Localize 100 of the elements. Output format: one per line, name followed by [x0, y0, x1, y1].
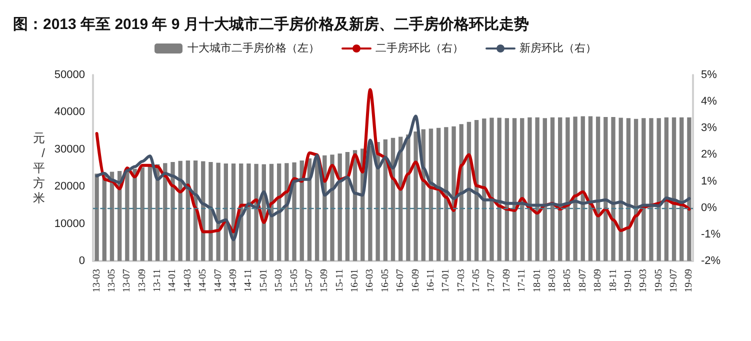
x-tick-label: 18-05	[562, 269, 574, 292]
bar	[672, 117, 676, 261]
bar	[452, 126, 456, 261]
bar	[634, 118, 638, 261]
x-tick-label: 16-11	[425, 269, 436, 292]
x-tick-label: 15-03	[274, 269, 285, 292]
bar	[132, 168, 137, 261]
bar	[596, 116, 600, 261]
x-tick-label: 19-07	[668, 269, 680, 292]
x-tick-label: 19-01	[622, 269, 634, 292]
legend-label: 二手房环比（右）	[376, 42, 464, 54]
bar	[414, 132, 418, 261]
x-tick-label: 17-01	[440, 269, 452, 292]
x-tick-label: 16-05	[380, 269, 391, 292]
bar	[618, 118, 623, 261]
y2-tick-label: 0%	[701, 202, 718, 214]
x-tick-label: 18-03	[546, 269, 558, 292]
bar	[664, 117, 669, 261]
bar	[649, 118, 654, 261]
x-tick-label: 13-09	[136, 269, 148, 292]
bar	[542, 118, 547, 261]
legend-label: 新房环比（右）	[520, 42, 596, 54]
x-tick-label: 14-11	[243, 269, 254, 292]
bar	[368, 146, 372, 261]
x-tick-label: 17-07	[486, 269, 498, 292]
bar	[140, 167, 144, 261]
x-tick-label: 18-11	[608, 269, 619, 292]
x-tick-label: 15-09	[319, 269, 330, 292]
x-tick-label: 13-11	[152, 269, 164, 292]
y2-tick-label: -1%	[701, 228, 721, 240]
bar	[444, 127, 448, 261]
x-tick-label: 17-11	[516, 269, 528, 292]
bar	[292, 162, 296, 261]
y-tick-label: 50000	[54, 69, 85, 81]
bar	[170, 162, 175, 261]
bar	[566, 117, 570, 261]
bar	[580, 116, 585, 261]
x-tick-label: 18-07	[577, 269, 588, 292]
x-tick-label: 17-05	[471, 269, 482, 292]
x-tick-label: 13-03	[91, 269, 102, 292]
bar	[254, 164, 258, 261]
bar	[588, 116, 593, 261]
y-tick-label: 30000	[54, 143, 85, 156]
bar	[573, 116, 578, 261]
x-tick-label: 17-03	[456, 269, 467, 292]
bar	[512, 118, 517, 261]
x-tick-label: 13-07	[122, 269, 133, 292]
bar	[642, 118, 646, 261]
x-tick-label: 15-07	[304, 269, 315, 292]
x-tick-label: 13-05	[106, 269, 118, 292]
y2-tick-label: 1%	[701, 175, 718, 188]
bar	[428, 128, 434, 261]
x-tick-label: 14-07	[212, 269, 224, 292]
bar	[490, 118, 494, 261]
x-tick-label: 16-03	[364, 269, 376, 292]
x-tick-label: 15-05	[288, 269, 300, 292]
bar	[436, 128, 441, 261]
y-tick-label: 10000	[54, 218, 85, 230]
bar	[611, 117, 616, 261]
y2-tick-label: -2%	[701, 255, 721, 267]
y2-tick-label: 3%	[701, 122, 718, 134]
line-series	[95, 114, 691, 242]
x-tick-label: 19-05	[653, 269, 664, 292]
x-tick-label: 16-07	[395, 269, 406, 292]
x-tick-label: 16-09	[410, 269, 422, 292]
y-axis-title: 元/平方米	[33, 131, 46, 205]
x-tick-label: 14-01	[167, 269, 178, 292]
y2-tick-label: 4%	[701, 96, 718, 108]
y2-tick-label: 5%	[701, 69, 718, 81]
bar	[626, 118, 631, 261]
bar	[110, 172, 114, 261]
bar	[94, 174, 99, 261]
x-tick-label: 14-03	[182, 269, 194, 292]
y-tick-label: 20000	[54, 180, 85, 193]
bar	[163, 163, 168, 261]
bar	[482, 118, 486, 261]
chart-title: 图：2013 年至 2019 年 9 月十大城市二手房价格及新房、二手房价格环比走势	[13, 15, 529, 33]
y-tick-label: 0	[78, 255, 85, 267]
bar	[125, 170, 130, 261]
bar	[558, 117, 562, 261]
y2-tick-label: 2%	[701, 148, 718, 161]
y-tick-label: 40000	[54, 106, 85, 118]
bar	[656, 118, 661, 261]
x-tick-label: 16-01	[350, 269, 361, 292]
bar	[535, 117, 540, 261]
bar	[148, 166, 152, 261]
x-tick-label: 19-09	[684, 269, 695, 292]
bar	[338, 153, 342, 261]
x-tick-label: 19-03	[638, 269, 650, 292]
x-tick-label: 15-11	[334, 269, 346, 292]
bar	[680, 117, 684, 261]
bar	[550, 117, 555, 261]
bar	[687, 117, 692, 261]
x-tick-label: 18-01	[532, 269, 543, 292]
bar	[504, 118, 510, 261]
bar	[406, 134, 410, 261]
bar	[528, 117, 532, 261]
legend-label: 十大城市二手房价格（左）	[188, 42, 320, 54]
x-tick-label: 15-01	[258, 269, 270, 292]
bar	[246, 164, 251, 261]
